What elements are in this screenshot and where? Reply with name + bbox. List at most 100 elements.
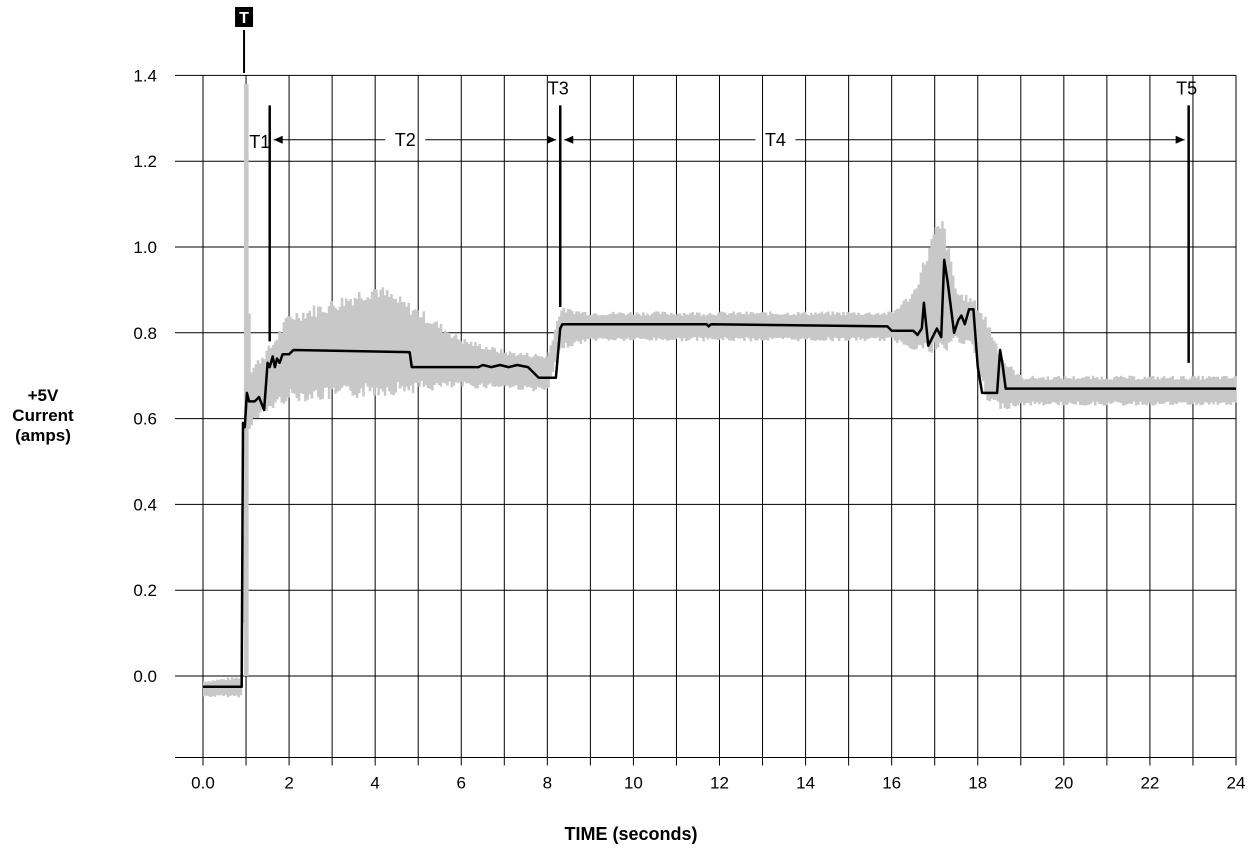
envelope-bar	[400, 302, 404, 387]
envelope-bar	[338, 306, 342, 391]
envelope-bar	[1076, 378, 1080, 402]
envelope-bar	[1100, 376, 1103, 405]
envelope-bar	[919, 272, 923, 346]
envelope-bar	[725, 315, 729, 339]
envelope-bar	[779, 314, 783, 338]
envelope-bar	[661, 311, 664, 341]
envelope-bar	[1134, 379, 1138, 406]
time-marker-label: T1	[249, 132, 270, 152]
envelope-bar	[566, 309, 570, 348]
envelope-bar	[388, 297, 391, 392]
envelope-bar	[1227, 378, 1230, 404]
envelope-bar	[700, 315, 703, 338]
envelope-bar	[945, 250, 949, 351]
envelope-bar	[379, 289, 383, 389]
envelope-bar	[672, 314, 675, 340]
time-marker-label: T3	[548, 79, 569, 99]
envelope-bar	[482, 349, 486, 387]
envelope-bar	[805, 314, 809, 340]
envelope-bar	[1143, 376, 1147, 405]
envelope-bar	[904, 298, 908, 345]
envelope-bar	[654, 311, 658, 341]
envelope-bar	[1046, 376, 1050, 405]
envelope-bar	[788, 315, 791, 338]
axes: 0.00.20.40.60.81.01.21.40.0 2 4 6 8 10 12 14 16 1…	[133, 66, 1245, 792]
trigger-label: T	[239, 10, 249, 27]
envelope-bar	[702, 314, 705, 342]
envelope-bar	[1087, 376, 1091, 405]
time-markers: T1 T3 T5 T2 T4	[249, 79, 1197, 363]
envelope-bar	[534, 354, 537, 390]
envelope-bar	[499, 349, 503, 387]
envelope-bar	[579, 313, 583, 344]
envelope-bar	[710, 314, 714, 340]
envelope-bar	[732, 311, 735, 341]
envelope-bar	[368, 298, 372, 392]
envelope-bar	[551, 340, 555, 373]
average-current-series	[203, 258, 1236, 688]
envelope-bar	[375, 289, 378, 388]
envelope-bar	[689, 312, 692, 339]
envelope-bar	[760, 312, 763, 341]
envelope-bar	[306, 313, 309, 400]
interval-arrow-head	[273, 135, 283, 144]
envelope-bar	[1070, 378, 1073, 404]
envelope-bar	[685, 314, 688, 342]
envelope-bar	[1061, 379, 1065, 406]
envelope-bar	[934, 227, 938, 350]
envelope-bar	[497, 353, 501, 387]
envelope-bar	[510, 353, 514, 387]
envelope-bar	[317, 306, 320, 398]
envelope-bar	[951, 275, 955, 338]
envelope-bar	[1089, 378, 1093, 404]
envelope-bar	[543, 358, 546, 390]
envelope-bar	[248, 313, 251, 430]
x-tick-label: 22	[1140, 774, 1159, 793]
interval-label: T4	[765, 130, 786, 150]
envelope-bar	[609, 313, 613, 340]
envelope-bar	[345, 298, 348, 387]
envelope-bar	[1085, 376, 1088, 406]
envelope-bar	[1124, 377, 1127, 406]
envelope-bar	[717, 312, 720, 341]
envelope-bar	[762, 312, 766, 341]
envelope-bar	[456, 339, 460, 384]
y-tick-label: 0.6	[133, 410, 157, 429]
interval-arrow-head	[1175, 135, 1185, 144]
envelope-bar	[994, 343, 998, 400]
envelope-bar	[263, 359, 266, 411]
envelope-bar	[418, 317, 421, 388]
envelope-bar	[1078, 378, 1082, 406]
envelope-bar	[1210, 377, 1213, 403]
envelope-bar	[1201, 376, 1205, 405]
envelope-bar	[530, 357, 533, 388]
x-tick-label: 14	[796, 774, 815, 793]
envelope-bar	[665, 313, 669, 341]
envelope-bar	[274, 341, 277, 403]
envelope-bar	[383, 295, 387, 396]
envelope-bar	[291, 319, 294, 394]
envelope-bar	[1160, 377, 1164, 404]
envelope-bar	[667, 314, 671, 341]
envelope-bar	[917, 284, 921, 345]
envelope-bar	[392, 298, 395, 396]
envelope-bar	[624, 315, 628, 340]
envelope-bar	[308, 310, 312, 395]
envelope-bar	[411, 310, 415, 394]
envelope-bar	[261, 357, 264, 410]
envelope-bar	[626, 313, 630, 339]
envelope-bar	[1063, 376, 1067, 405]
envelope-bar	[1218, 379, 1222, 404]
envelope-bar	[469, 341, 473, 386]
envelope-bar	[301, 312, 305, 395]
envelope-bar	[517, 354, 520, 390]
envelope-bar	[753, 314, 757, 341]
envelope-bar	[902, 300, 905, 345]
envelope-bar	[1130, 375, 1134, 404]
envelope-bar	[932, 234, 936, 343]
envelope-bar	[1154, 379, 1157, 405]
envelope-bar	[766, 315, 770, 341]
envelope-bar	[898, 308, 901, 340]
envelope-bar	[1152, 376, 1155, 406]
envelope-bar	[734, 314, 738, 338]
